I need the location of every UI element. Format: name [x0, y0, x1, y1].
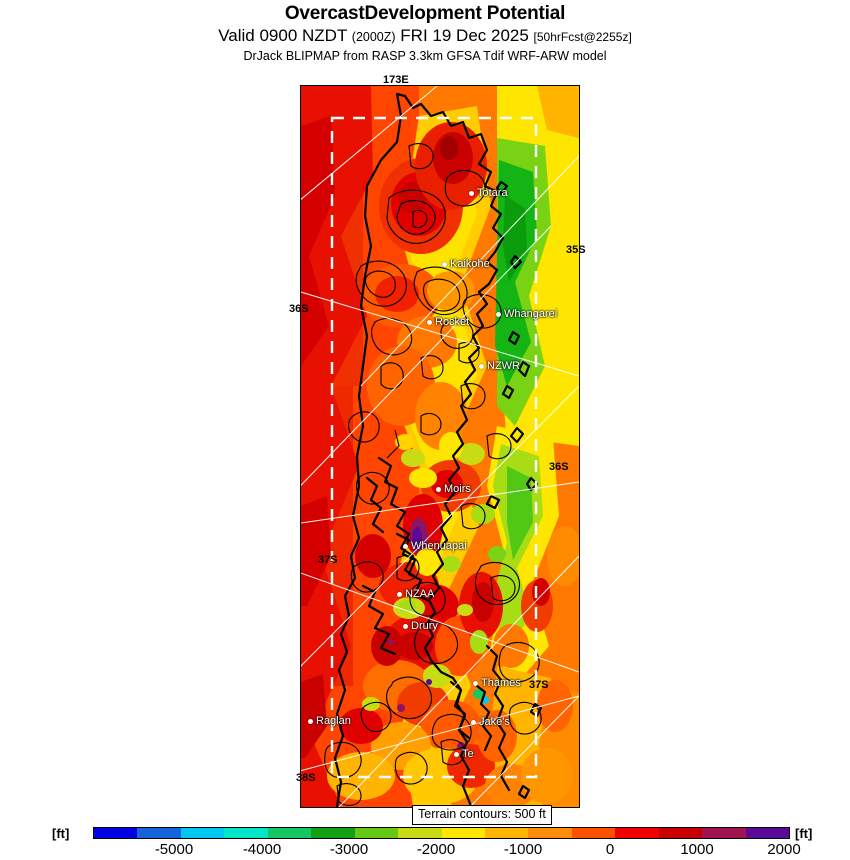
colorbar-tick: -4000	[242, 841, 282, 858]
colorbar-tick: -1000	[503, 841, 543, 858]
colorbar-swatch	[571, 828, 616, 838]
page-title: OvercastDevelopment Potential	[284, 3, 566, 24]
graticule-label: 173E	[383, 74, 409, 86]
place-dot	[496, 312, 501, 317]
colorbar-swatch	[311, 828, 355, 838]
place-dot	[473, 681, 478, 686]
colorbar-swatch	[658, 828, 703, 838]
colorbar-tick: -2000	[416, 841, 456, 858]
colorbar-tick: -3000	[329, 841, 369, 858]
place-dot	[436, 487, 441, 492]
colorbar-unit-left: [ft]	[52, 826, 70, 841]
graticule-label: 36S	[549, 461, 569, 473]
map-field-svg	[301, 86, 579, 807]
colorbar-swatch	[484, 828, 529, 838]
colorbar-swatches	[93, 827, 790, 839]
colorbar-swatch	[267, 828, 312, 838]
place-dot	[397, 592, 402, 597]
valid-utc: (2000Z)	[351, 30, 396, 44]
colorbar-swatch	[137, 828, 181, 838]
place-dot	[308, 719, 313, 724]
colorbar-swatch	[702, 828, 746, 838]
colorbar-unit-right: [ft]	[795, 826, 813, 841]
colorbar-swatch	[180, 828, 225, 838]
colorbar-tick: 0	[605, 841, 615, 858]
place-dot	[403, 624, 408, 629]
colorbar-tick: -5000	[154, 841, 194, 858]
colorbar-tick: 2000	[767, 841, 801, 858]
place-dot	[469, 191, 474, 196]
valid-prefix: Valid 0900 NZDT	[218, 26, 348, 45]
graticule-label: 36S	[289, 303, 309, 315]
place-dot	[471, 720, 476, 725]
colorbar: [ft] [ft] -5000 -4000 -3000 -2000 -1000 0 1000…	[0, 824, 850, 860]
header: OvercastDevelopment Potential Valid 0900…	[0, 0, 850, 64]
place-dot	[454, 752, 459, 757]
colorbar-tick: 1000	[680, 841, 714, 858]
place-dot	[479, 364, 484, 369]
colorbar-swatch	[398, 828, 442, 838]
colorbar-swatch	[615, 828, 659, 838]
place-dot	[442, 262, 447, 267]
graticule-label: 38S	[296, 772, 316, 784]
graticule-label: 35S	[566, 244, 586, 256]
place-dot	[403, 544, 408, 549]
colorbar-swatch	[94, 828, 138, 838]
forecast-map[interactable]: Totara Kaikohe Rocket Whangarei NZWR Moirs Whe…	[300, 85, 580, 808]
colorbar-swatch	[354, 828, 399, 838]
model-line: DrJack BLIPMAP from RASP 3.3km GFSA Tdif…	[243, 49, 607, 63]
place-dot	[427, 320, 432, 325]
colorbar-swatch	[528, 828, 572, 838]
terrain-contour-note: Terrain contours: 500 ft	[412, 805, 552, 825]
graticule-label: 37S	[318, 554, 338, 566]
forecast-stamp: [50hrFcst@2255z]	[533, 30, 632, 44]
colorbar-swatch	[745, 828, 789, 838]
valid-date: FRI 19 Dec 2025	[400, 26, 529, 45]
colorbar-swatch	[224, 828, 268, 838]
colorbar-swatch	[441, 828, 485, 838]
valid-time-line: Valid 0900 NZDT (2000Z) FRI 19 Dec 2025 …	[0, 25, 850, 48]
graticule-label: 37S	[529, 679, 549, 691]
